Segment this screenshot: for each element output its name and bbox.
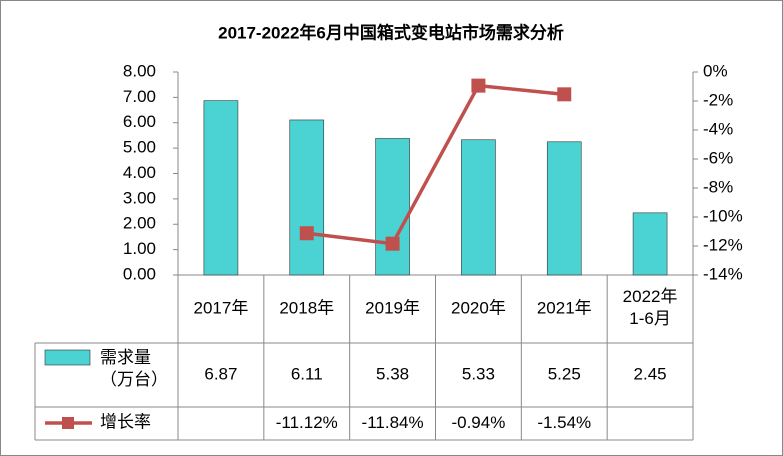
x-tick-label: 2018年 [279,298,334,317]
y2-tick-label: -12% [703,235,743,254]
bar [546,141,582,276]
x-tick-label: 2017年 [194,298,249,317]
legend-swatch [44,349,91,366]
bar [461,139,496,276]
y-tick-label: 1.00 [123,239,156,258]
y-tick-label: 8.00 [123,61,156,80]
y2-tick-label: 0% [703,61,728,80]
table-value: 5.38 [376,364,409,383]
y2-tick-label: -8% [703,177,733,196]
table-value: -11.12% [276,413,338,432]
y-tick-label: 4.00 [123,163,156,182]
y-tick-label: 6.00 [123,112,156,131]
y-tick-label: 0.00 [123,264,156,283]
marker [557,87,572,102]
bar [289,119,325,276]
y2-tick-label: -10% [703,206,743,225]
x-tick-label: 2021年 [537,298,592,317]
y2-tick-label: -14% [703,264,743,283]
x-tick-label: 2019年 [365,298,420,317]
legend-label: 增长率 [100,412,151,431]
y-tick-label: 5.00 [123,138,156,157]
legend-label: 需求量（万台） [100,348,168,389]
bar [632,212,668,276]
bar [375,138,410,276]
legend-marker [62,417,74,429]
table-value: -11.84% [362,413,424,432]
y2-tick-label: -4% [703,119,733,138]
x-tick-label: 2022年 1-6月 [623,287,678,328]
table-value: 5.25 [548,364,581,383]
table-value: 6.11 [291,364,323,383]
table-value: 5.33 [462,364,495,383]
table-value: 2.45 [634,364,667,383]
table-value: 6.87 [204,364,237,383]
chart-title: 2017-2022年6月中国箱式变电站市场需求分析 [218,22,564,42]
marker [471,78,486,93]
line [306,83,565,246]
marker [385,236,400,251]
y-tick-label: 7.00 [123,87,156,106]
y2-tick-label: -6% [703,148,733,167]
y-tick-label: 2.00 [123,214,156,233]
table-value: -0.94% [451,413,505,432]
bar [203,100,239,276]
x-tick-label: 2020年 [451,298,506,317]
y2-tick-label: -2% [703,90,733,109]
table-value: -1.54% [537,413,591,432]
y-tick-label: 3.00 [123,188,156,207]
marker [299,226,314,241]
